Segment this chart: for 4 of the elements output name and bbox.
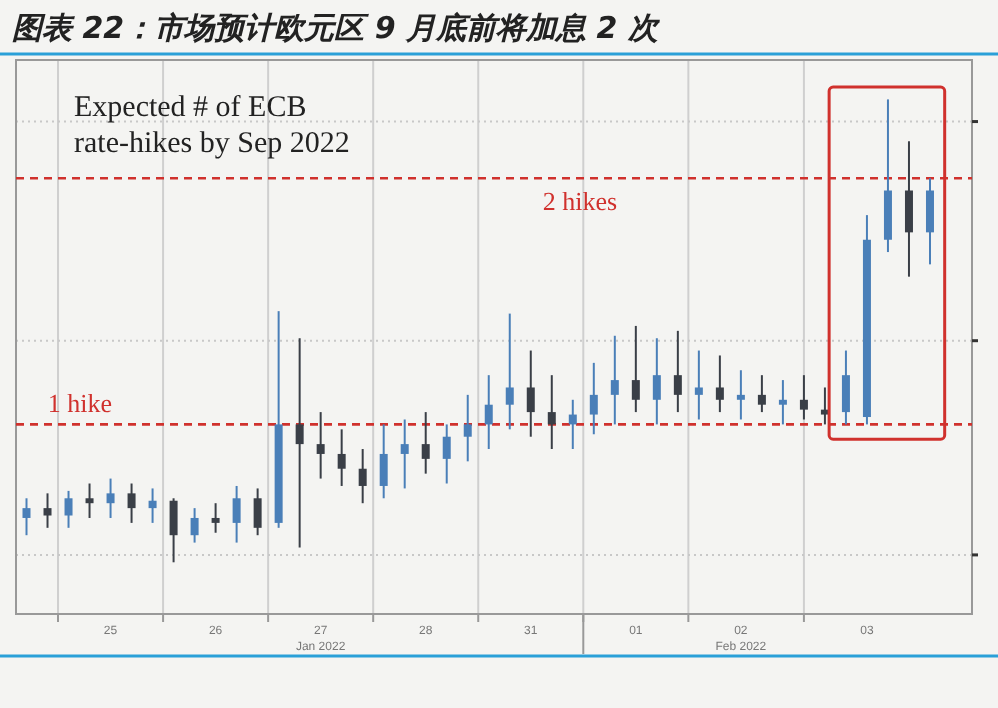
ref-line-label: 2 hikes	[542, 186, 618, 217]
title: 图表 22：市场预计欧元区 9 月底前将加息 2 次	[12, 10, 658, 46]
ref-line-label: 1 hike	[47, 388, 113, 419]
annotation: Expected # of ECB rate-hikes by Sep 2022	[74, 92, 350, 160]
